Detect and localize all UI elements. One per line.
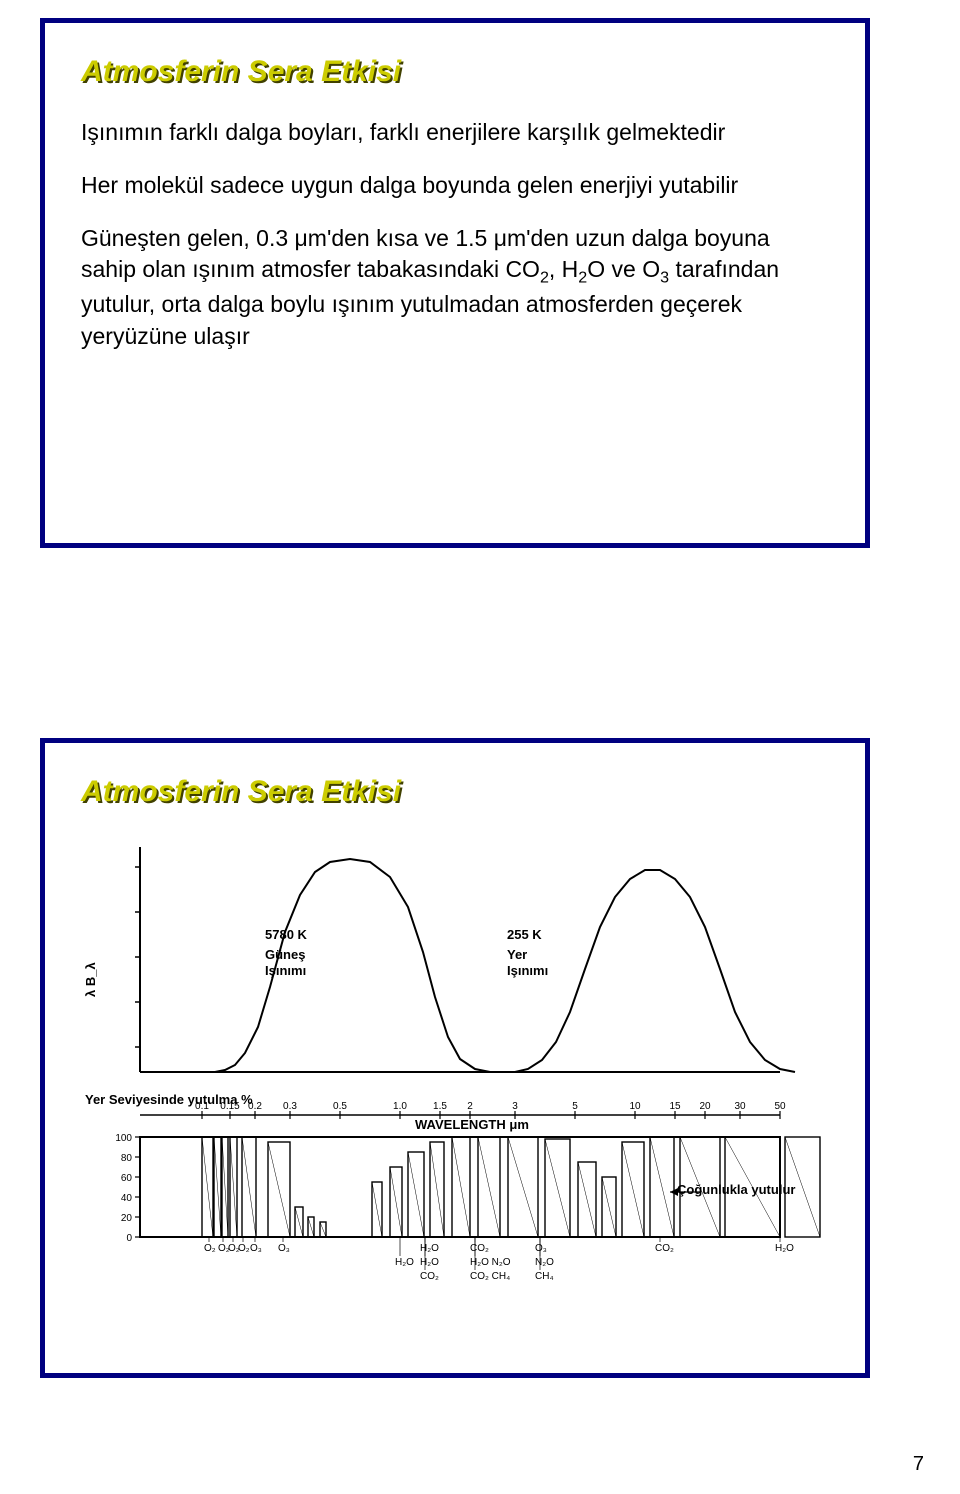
y-axis-label: λ B_λ [83, 962, 98, 997]
chart-svg: 0.10.150.20.30.51.01.5235101520305010002… [85, 837, 825, 1317]
sun-temp-label: 5780 K [265, 927, 307, 943]
svg-text:15: 15 [669, 1101, 681, 1112]
svg-text:H₂O: H₂O [395, 1257, 414, 1268]
x-axis-label: WAVELENGTH μm [415, 1117, 529, 1132]
svg-text:O₂: O₂ [204, 1243, 216, 1254]
svg-text:60: 60 [121, 1173, 133, 1184]
p1-a: Işınımın farklı dalga boyları, farklı en… [81, 119, 527, 145]
slide-1-para-1: Işınımın farklı dalga boyları, farklı en… [81, 117, 829, 148]
p3-b: , H [549, 256, 578, 282]
svg-text:H₂O: H₂O [775, 1243, 794, 1254]
svg-text:CO₂: CO₂ [420, 1271, 439, 1282]
svg-text:50: 50 [774, 1101, 786, 1112]
mostly-absorbed-label: Çoğunlukla yutulur [677, 1182, 795, 1198]
earth-temp-label: 255 K [507, 927, 542, 943]
svg-text:CH₄: CH₄ [535, 1271, 554, 1282]
svg-text:CO₂ CH₄: CO₂ CH₄ [470, 1271, 510, 1282]
slide-2-title: Atmosferin Sera Etkisi [81, 775, 829, 809]
svg-text:5: 5 [572, 1101, 578, 1112]
svg-text:20: 20 [121, 1213, 133, 1224]
sub-3: 3 [660, 269, 669, 287]
svg-text:1.5: 1.5 [433, 1101, 447, 1112]
svg-text:0.3: 0.3 [283, 1101, 297, 1112]
svg-text:10: 10 [629, 1101, 641, 1112]
svg-text:80: 80 [121, 1153, 133, 1164]
svg-text:H₂O: H₂O [420, 1257, 439, 1268]
svg-text:O₃: O₃ [250, 1243, 262, 1254]
p2-c: sadece uygun dalga boyunda gelen enerjiy… [204, 172, 738, 198]
svg-text:O₃: O₃ [278, 1243, 290, 1254]
p2-a: Her [81, 172, 124, 198]
p1-b: karşılık [527, 119, 600, 145]
sub-2a: 2 [540, 269, 549, 287]
svg-text:30: 30 [734, 1101, 746, 1112]
slide-1: Atmosferin Sera Etkisi Işınımın farklı d… [40, 18, 870, 548]
p2-b: molekül [124, 172, 203, 198]
slide-1-title: Atmosferin Sera Etkisi [81, 55, 829, 89]
svg-text:CO₂: CO₂ [470, 1243, 489, 1254]
p1-c: gelmektedir [600, 119, 725, 145]
sun-label-b: Işınımı [265, 963, 306, 979]
slide-2: Atmosferin Sera Etkisi 0.10.150.20.30.51… [40, 738, 870, 1378]
absorption-label: Yer Seviyesinde yutulma % [85, 1092, 253, 1107]
svg-text:O₃: O₃ [535, 1243, 547, 1254]
svg-text:CO₂: CO₂ [655, 1243, 674, 1254]
svg-text:100: 100 [115, 1133, 132, 1144]
sun-label-a: Güneş [265, 947, 305, 963]
svg-text:1.0: 1.0 [393, 1101, 407, 1112]
page-number: 7 [913, 1453, 924, 1476]
svg-text:0: 0 [126, 1233, 132, 1244]
earth-label-a: Yer [507, 947, 527, 963]
svg-text:O₂: O₂ [238, 1243, 250, 1254]
spectrum-chart: 0.10.150.20.30.51.01.5235101520305010002… [85, 837, 825, 1317]
svg-text:N₂O: N₂O [535, 1257, 554, 1268]
svg-text:20: 20 [699, 1101, 711, 1112]
svg-text:2: 2 [467, 1101, 473, 1112]
p3-c: O ve O [587, 256, 660, 282]
svg-text:40: 40 [121, 1193, 133, 1204]
svg-text:H₂O N₂O: H₂O N₂O [470, 1257, 511, 1268]
svg-text:3: 3 [512, 1101, 518, 1112]
slide-1-para-2: Her molekül sadece uygun dalga boyunda g… [81, 170, 829, 201]
earth-label-b: Işınımı [507, 963, 548, 979]
svg-text:0.5: 0.5 [333, 1101, 347, 1112]
svg-text:H₂O: H₂O [420, 1243, 439, 1254]
sub-2b: 2 [578, 269, 587, 287]
slide-1-para-3: Güneşten gelen, 0.3 μm'den kısa ve 1.5 μ… [81, 223, 829, 351]
